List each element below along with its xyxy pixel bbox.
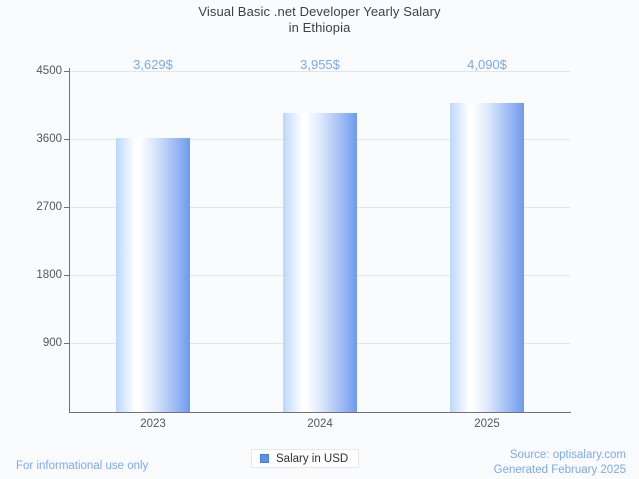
value-label-2023: 3,629$ (133, 57, 173, 72)
y-tick-label-1800: 1800 (36, 269, 62, 281)
generated-date-text: Generated February 2025 (493, 464, 626, 476)
y-axis-line (69, 68, 70, 413)
y-tick-mark-1800 (64, 275, 70, 276)
y-tick-mark-3600 (64, 139, 70, 140)
disclaimer-text: For informational use only (16, 460, 149, 472)
chart-title-line-2: in Ethiopia (288, 20, 351, 35)
chart-title-line-1: Visual Basic .net Developer Yearly Salar… (198, 4, 441, 19)
value-label-2024: 3,955$ (300, 57, 340, 72)
y-tick-mark-4500 (64, 71, 70, 72)
legend-item-label: Salary in USD (276, 452, 349, 465)
y-tick-label-2700: 2700 (36, 201, 62, 213)
y-tick-label-900: 900 (42, 337, 62, 349)
source-attribution: Source: optisalary.com Generated Februar… (494, 448, 626, 478)
bar-2023[interactable] (116, 138, 190, 412)
plot-area (70, 71, 570, 412)
value-label-2025: 4,090$ (467, 57, 507, 72)
bar-2024[interactable] (283, 113, 357, 412)
y-tick-label-4500: 4500 (36, 65, 62, 77)
source-text: Source: optisalary.com (509, 449, 626, 461)
bar-2025[interactable] (450, 103, 524, 412)
chart-title: Visual Basic .net Developer Yearly Salar… (0, 4, 639, 36)
x-tick-label-2025: 2025 (474, 418, 500, 430)
y-axis-labels: 4500 3600 2700 1800 900 (0, 0, 62, 479)
legend-swatch-icon (260, 454, 269, 463)
y-tick-mark-2700 (64, 207, 70, 208)
x-tick-label-2024: 2024 (307, 418, 333, 430)
x-axis-line (69, 412, 571, 413)
x-tick-label-2023: 2023 (140, 418, 166, 430)
chart-legend[interactable]: Salary in USD (251, 449, 360, 468)
y-tick-label-3600: 3600 (36, 133, 62, 145)
gridline-4500 (70, 71, 570, 72)
y-tick-mark-900 (64, 343, 70, 344)
